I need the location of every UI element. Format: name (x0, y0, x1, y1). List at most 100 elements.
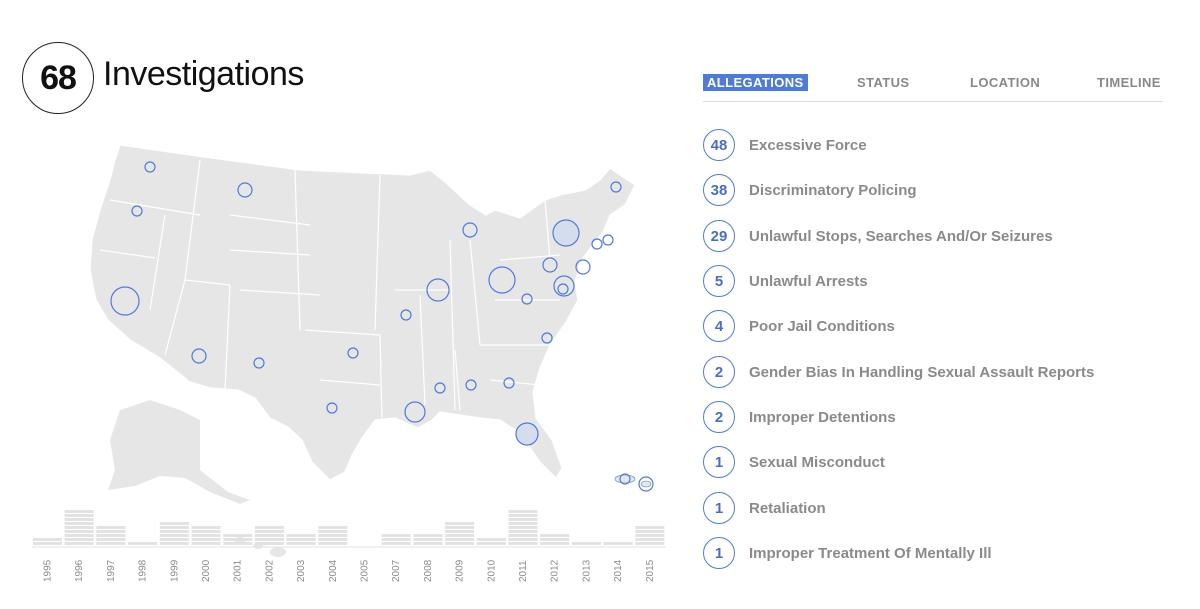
location-bubble[interactable] (553, 275, 575, 297)
timeline-bar-segment[interactable] (96, 538, 126, 541)
timeline-bar-segment[interactable] (191, 542, 221, 545)
timeline-bar-segment[interactable] (508, 518, 538, 521)
timeline-bar-segment[interactable] (128, 542, 158, 545)
timeline-bar-segment[interactable] (381, 538, 411, 541)
location-bubble[interactable] (542, 257, 558, 273)
timeline-bar-segment[interactable] (445, 530, 475, 533)
timeline-bar-segment[interactable] (508, 538, 538, 541)
timeline-bar-segment[interactable] (64, 510, 94, 513)
allegation-item[interactable]: 1 Sexual Misconduct (703, 445, 885, 479)
location-bubble[interactable] (237, 182, 253, 198)
timeline-bar-segment[interactable] (64, 526, 94, 529)
timeline-bar-segment[interactable] (508, 522, 538, 525)
timeline-bar-segment[interactable] (476, 542, 506, 545)
timeline-bar-segment[interactable] (254, 530, 284, 533)
timeline-bar-segment[interactable] (286, 542, 316, 545)
timeline-bar-segment[interactable] (64, 518, 94, 521)
allegation-item[interactable]: 1 Retaliation (703, 491, 826, 525)
timeline-bar-segment[interactable] (445, 542, 475, 545)
timeline-bar-segment[interactable] (571, 542, 601, 545)
timeline-bar-segment[interactable] (318, 534, 348, 537)
tab-timeline[interactable]: TIMELINE (1097, 75, 1161, 90)
location-bubble[interactable] (575, 259, 591, 275)
timeline-bar-segment[interactable] (445, 522, 475, 525)
location-bubble[interactable] (144, 161, 156, 173)
timeline-bar-segment[interactable] (96, 542, 126, 545)
timeline-bar-segment[interactable] (635, 526, 665, 529)
timeline-bar-segment[interactable] (159, 526, 189, 529)
timeline-bar-segment[interactable] (635, 530, 665, 533)
timeline-bar-segment[interactable] (413, 538, 443, 541)
timeline-bar-segment[interactable] (445, 534, 475, 537)
location-bubble[interactable] (638, 476, 654, 492)
timeline-bar-segment[interactable] (286, 534, 316, 537)
timeline-bar-segment[interactable] (64, 538, 94, 541)
timeline-bar-segment[interactable] (254, 538, 284, 541)
location-bubble[interactable] (347, 347, 359, 359)
allegation-item[interactable]: 2 Gender Bias In Handling Sexual Assault… (703, 355, 1094, 389)
location-bubble[interactable] (610, 181, 622, 193)
timeline-bar-segment[interactable] (159, 522, 189, 525)
location-bubble[interactable] (465, 379, 477, 391)
timeline-bar-segment[interactable] (191, 526, 221, 529)
location-bubble[interactable] (619, 473, 631, 485)
timeline-bar-segment[interactable] (540, 538, 570, 541)
location-bubble[interactable] (131, 205, 143, 217)
timeline-bar-segment[interactable] (635, 538, 665, 541)
timeline-bar-segment[interactable] (635, 534, 665, 537)
location-bubble[interactable] (602, 234, 614, 246)
tab-status[interactable]: STATUS (857, 75, 910, 90)
allegation-item[interactable]: 5 Unlawful Arrests (703, 264, 868, 298)
tab-location[interactable]: LOCATION (970, 75, 1041, 90)
allegation-item[interactable]: 48 Excessive Force (703, 128, 867, 162)
timeline-bar-segment[interactable] (318, 542, 348, 545)
timeline-bar-segment[interactable] (508, 530, 538, 533)
location-bubble[interactable] (404, 401, 426, 423)
location-bubble[interactable] (521, 293, 533, 305)
timeline-bar-segment[interactable] (96, 534, 126, 537)
timeline-bar-segment[interactable] (33, 538, 62, 541)
location-bubble[interactable] (191, 348, 207, 364)
timeline-bar-segment[interactable] (318, 530, 348, 533)
timeline-bar-segment[interactable] (254, 542, 284, 545)
timeline-bar-segment[interactable] (286, 538, 316, 541)
timeline-bar-segment[interactable] (635, 542, 665, 545)
allegation-item[interactable]: 38 Discriminatory Policing (703, 173, 917, 207)
location-bubble[interactable] (557, 283, 569, 295)
timeline-bar-segment[interactable] (64, 542, 94, 545)
timeline-bar-segment[interactable] (445, 526, 475, 529)
timeline-bar-segment[interactable] (254, 534, 284, 537)
location-bubble[interactable] (541, 332, 553, 344)
allegation-item[interactable]: 1 Improper Treatment Of Mentally Ill (703, 536, 992, 570)
timeline-bar-segment[interactable] (476, 538, 506, 541)
timeline-bar-segment[interactable] (445, 538, 475, 541)
timeline-bar-segment[interactable] (318, 538, 348, 541)
timeline-bar-segment[interactable] (159, 534, 189, 537)
location-bubble[interactable] (110, 286, 140, 316)
timeline-bar-segment[interactable] (64, 530, 94, 533)
timeline-bar-segment[interactable] (508, 534, 538, 537)
timeline-bar-segment[interactable] (159, 542, 189, 545)
timeline-bar-segment[interactable] (191, 530, 221, 533)
timeline-bar-segment[interactable] (64, 522, 94, 525)
location-bubble[interactable] (253, 357, 265, 369)
timeline-bar-segment[interactable] (508, 542, 538, 545)
allegation-item[interactable]: 4 Poor Jail Conditions (703, 309, 895, 343)
timeline-bar-segment[interactable] (223, 534, 253, 537)
location-bubble[interactable] (552, 219, 580, 247)
location-bubble[interactable] (400, 309, 412, 321)
location-bubble[interactable] (591, 238, 603, 250)
timeline-bar-segment[interactable] (508, 526, 538, 529)
location-bubble[interactable] (515, 422, 539, 446)
timeline-bar-segment[interactable] (413, 542, 443, 545)
allegation-item[interactable]: 2 Improper Detentions (703, 400, 896, 434)
timeline-bar-segment[interactable] (223, 542, 253, 545)
allegation-item[interactable]: 29 Unlawful Stops, Searches And/Or Seizu… (703, 219, 1053, 253)
timeline-bar-segment[interactable] (159, 530, 189, 533)
timeline-bar-segment[interactable] (96, 526, 126, 529)
timeline-bar-segment[interactable] (191, 538, 221, 541)
timeline-bar-segment[interactable] (381, 534, 411, 537)
timeline-bar-segment[interactable] (223, 538, 253, 541)
timeline-bar-segment[interactable] (318, 526, 348, 529)
timeline-bar-segment[interactable] (159, 538, 189, 541)
